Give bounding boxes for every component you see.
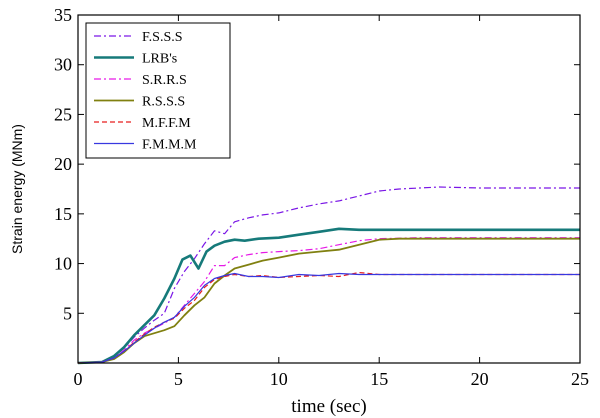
x-tick-label: 15 bbox=[370, 369, 388, 389]
y-tick-label: 25 bbox=[54, 104, 72, 124]
series-line-1 bbox=[77, 186, 580, 364]
series-line-2 bbox=[77, 227, 580, 365]
series-line-5 bbox=[77, 271, 580, 364]
x-tick-label: 20 bbox=[471, 369, 489, 389]
y-tick-label: 5 bbox=[63, 303, 72, 323]
x-axis-title: time (sec) bbox=[291, 396, 366, 417]
plot-area bbox=[77, 186, 580, 365]
legend-label-6: F.M.M.M bbox=[142, 138, 197, 153]
legend: F.S.S.S LRB's S.R.R.S R.S.S.S M.F.F.M F.M.M.M bbox=[85, 22, 231, 159]
plot-frame bbox=[77, 14, 581, 364]
y-tick-label: 10 bbox=[54, 254, 72, 274]
y-tick-label: 20 bbox=[54, 154, 72, 174]
legend-label-3: S.R.R.S bbox=[142, 73, 187, 88]
legend-box bbox=[85, 22, 231, 159]
series-line-6 bbox=[77, 272, 580, 364]
y-tick-label: 15 bbox=[54, 204, 72, 224]
x-tick-label: 25 bbox=[571, 369, 589, 389]
x-tick-label: 0 bbox=[74, 369, 83, 389]
legend-label-4: R.S.S.S bbox=[142, 95, 185, 110]
y-tick-label: 35 bbox=[54, 5, 72, 25]
series-line-4 bbox=[77, 237, 580, 364]
y-axis-title: Strain energy (MNm) bbox=[9, 124, 25, 254]
x-tick-label: 5 bbox=[174, 369, 183, 389]
x-tick-label: 10 bbox=[270, 369, 288, 389]
axes: 0 5 10 15 20 25 5 10 15 20 25 30 35 bbox=[54, 5, 589, 389]
legend-label-1: F.S.S.S bbox=[142, 30, 183, 45]
legend-label-2: LRB's bbox=[142, 52, 177, 67]
y-tick-label: 30 bbox=[54, 55, 72, 75]
legend-label-5: M.F.F.M bbox=[142, 116, 191, 131]
series-line-3 bbox=[77, 237, 580, 364]
